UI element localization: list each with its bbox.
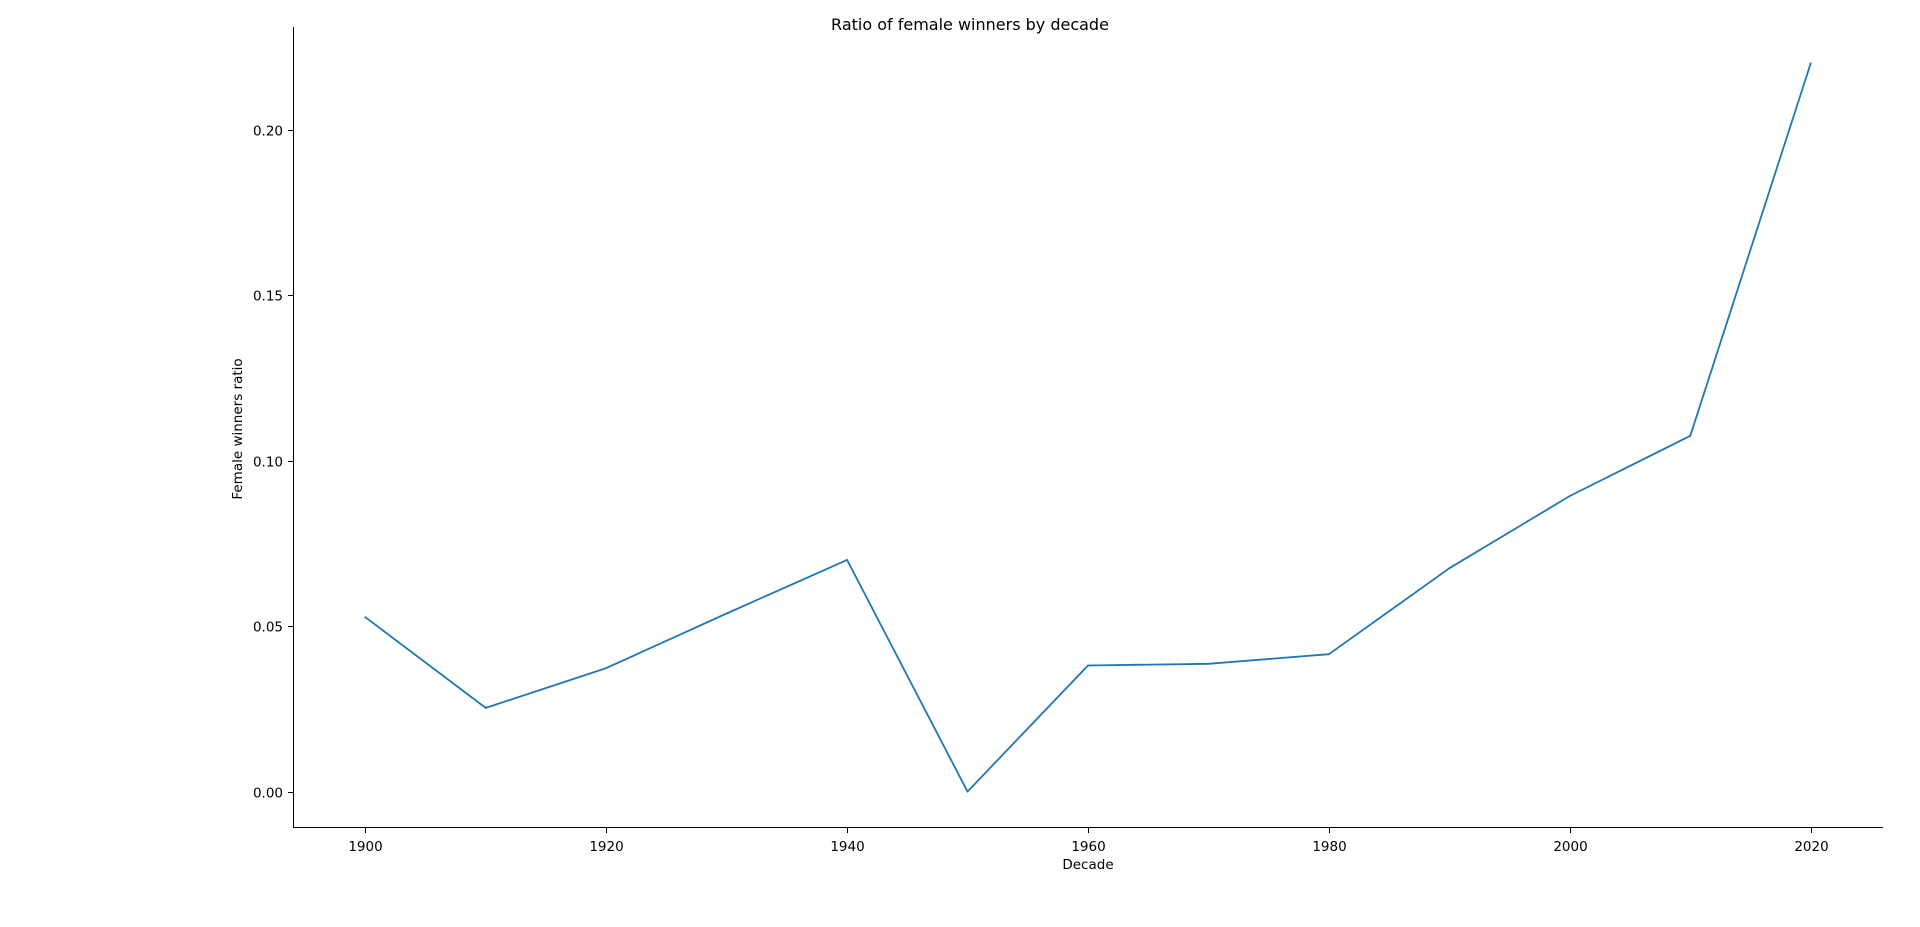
data-point-1960 (1087, 664, 1089, 667)
x-tick-label: 1900 (348, 839, 382, 855)
x-tick-label: 1980 (1312, 839, 1346, 855)
data-point-1920 (605, 667, 608, 669)
series-line (364, 62, 1812, 793)
data-point-1970 (1207, 662, 1210, 665)
y-tick-label: 0.20 (253, 124, 283, 140)
data-point-1910 (484, 707, 487, 709)
data-point-2000 (1568, 495, 1571, 497)
y-tick-label: 0.15 (253, 289, 283, 305)
x-tick-label: 1920 (589, 839, 623, 855)
series-points (364, 62, 1812, 793)
y-tick-label: 0.05 (253, 620, 283, 636)
x-tick-label: 1960 (1071, 839, 1105, 855)
y-axis-ticks: 0.00 0.05 0.10 0.15 0.20 (253, 124, 293, 802)
x-axis-ticks: 1900 1920 1940 1960 1980 2000 2020 (348, 828, 1829, 855)
data-point-1980 (1328, 653, 1330, 656)
data-point-1990 (1448, 567, 1451, 570)
data-point-1950 (966, 790, 969, 793)
chart-title: Ratio of female winners by decade (831, 15, 1109, 34)
y-tick-label: 0.10 (253, 455, 283, 471)
data-point-1930 (725, 612, 728, 615)
y-axis-label: Female winners ratio (230, 358, 246, 499)
x-tick-label: 1940 (830, 839, 864, 855)
x-tick-label: 2020 (1794, 839, 1828, 855)
x-tick-label: 2000 (1553, 839, 1587, 855)
data-point-2010 (1689, 434, 1692, 437)
x-axis-label: Decade (1062, 857, 1113, 873)
y-tick-label: 0.00 (253, 786, 283, 802)
plot-area: 1900 1920 1940 1960 1980 2000 2020 0.00 0.05 0.1… (253, 27, 1883, 855)
data-point-1900 (364, 616, 367, 619)
data-point-1940 (846, 559, 848, 561)
data-point-2020 (1809, 62, 1812, 65)
